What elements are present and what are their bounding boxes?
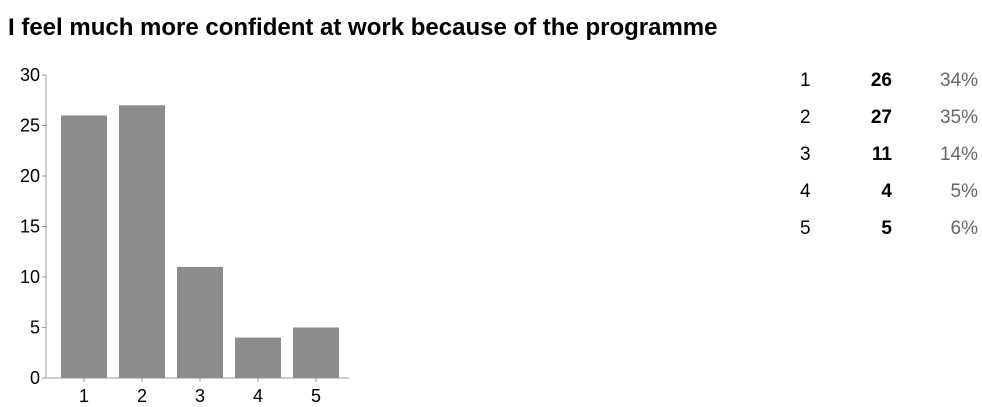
summary-percent: 34% (939, 69, 978, 91)
summary-row: 2 27 35% (800, 99, 978, 136)
x-tick-label: 5 (311, 386, 321, 406)
bar-5 (293, 327, 339, 378)
summary-category: 3 (800, 143, 811, 165)
x-tick-label: 2 (137, 386, 147, 406)
summary-table: 1 26 34% 2 27 35% 3 11 14% 4 4 5% 5 5 6% (800, 62, 978, 247)
summary-row: 5 5 6% (800, 210, 978, 247)
y-tick-label: 5 (30, 318, 40, 338)
bar-chart: 0 5 10 15 20 25 30 1 2 3 4 5 (20, 65, 349, 406)
summary-category: 5 (800, 217, 811, 239)
x-tick-label: 3 (195, 386, 205, 406)
summary-count: 26 (870, 69, 892, 91)
summary-percent: 6% (950, 217, 978, 239)
y-tick-label: 30 (20, 65, 40, 85)
summary-count: 27 (870, 106, 892, 128)
summary-percent: 35% (939, 106, 978, 128)
summary-count: 4 (881, 180, 892, 202)
summary-percent: 5% (950, 180, 978, 202)
summary-row: 1 26 34% (800, 62, 978, 99)
summary-row: 3 11 14% (800, 136, 978, 173)
summary-category: 4 (800, 180, 811, 202)
y-tick-label: 15 (20, 217, 40, 237)
y-axis: 0 5 10 15 20 25 30 (20, 65, 47, 388)
summary-category: 1 (800, 69, 811, 91)
chart-title: I feel much more confident at work becau… (8, 14, 718, 41)
x-tick-label: 4 (253, 386, 263, 406)
summary-percent: 14% (939, 143, 978, 165)
summary-row: 4 4 5% (800, 173, 978, 210)
x-tick-label: 1 (79, 386, 89, 406)
summary-count: 5 (881, 217, 892, 239)
y-tick-label: 25 (20, 116, 40, 136)
y-tick-label: 0 (30, 368, 40, 388)
summary-category: 2 (800, 106, 811, 128)
x-axis: 1 2 3 4 5 (46, 377, 349, 406)
bar-3 (177, 266, 223, 378)
y-tick-label: 20 (20, 166, 40, 186)
bar-1 (61, 115, 107, 379)
bar-2 (119, 105, 165, 379)
bars (61, 105, 339, 379)
y-tick-label: 10 (20, 267, 40, 287)
bar-4 (235, 337, 281, 378)
summary-count: 11 (871, 143, 892, 165)
